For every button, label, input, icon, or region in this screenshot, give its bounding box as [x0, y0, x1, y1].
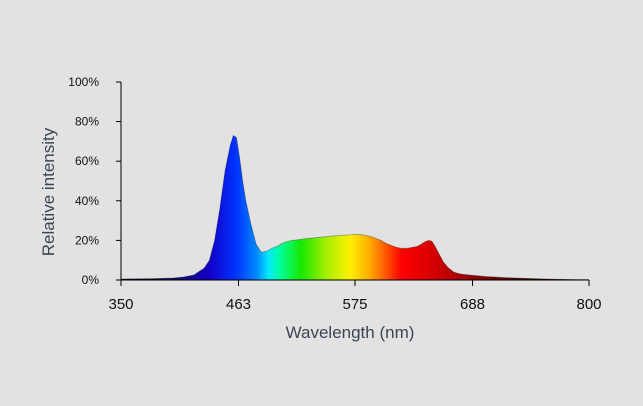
y-tick-label: 60% — [75, 154, 99, 168]
y-tick-label: 20% — [75, 233, 99, 247]
x-tick-label: 575 — [342, 296, 367, 313]
x-tick-label: 688 — [460, 296, 485, 313]
x-axis-title: Wavelength (nm) — [286, 323, 415, 342]
x-tick-label: 463 — [226, 296, 251, 313]
y-tick-label: 40% — [75, 194, 99, 208]
x-tick-label: 800 — [576, 296, 601, 313]
y-tick-label: 0% — [82, 273, 100, 287]
y-axis-title: Relative intensity — [39, 127, 58, 256]
spectrum-area — [121, 135, 589, 280]
y-axis-ticks: 0% 20% 40% 60% 80% 100% — [68, 75, 121, 287]
spectrum-outline — [120, 134, 590, 280]
x-axis-ticks: 350 463 575 688 800 — [108, 280, 602, 313]
y-tick-label: 100% — [68, 75, 99, 89]
x-tick-label: 350 — [108, 296, 133, 313]
y-tick-label: 80% — [75, 115, 99, 129]
